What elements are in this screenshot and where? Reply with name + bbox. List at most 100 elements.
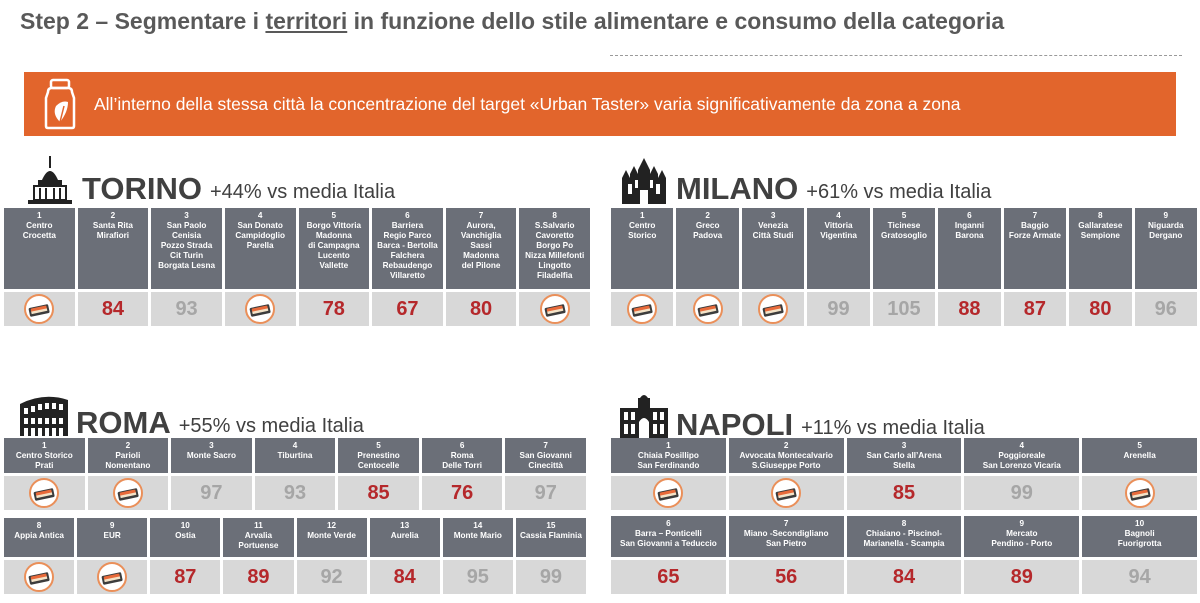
zone-label-line: Santa Rita bbox=[92, 221, 133, 230]
zone-target-badge bbox=[1082, 476, 1197, 510]
zone-number: 4 bbox=[836, 211, 841, 220]
zone-header: 7 San Giovanni Cinecittà bbox=[505, 438, 586, 473]
zone-label-line: San Giovanni bbox=[519, 451, 572, 460]
zone-target-badge bbox=[77, 560, 148, 594]
zone-label-line: Falchera bbox=[390, 251, 425, 260]
banner-text: All’interno della stessa città la concen… bbox=[94, 93, 961, 114]
zone-label-line: Niguarda bbox=[1148, 221, 1184, 230]
zone-label-line: Cavoretto bbox=[535, 231, 574, 240]
zone-label-line: Storico bbox=[628, 231, 657, 240]
roma-zone-table-row1: 1 Centro Storico Prati 2 Parioli Nomentano 3 Mo… bbox=[4, 438, 586, 510]
zone-cell: 5 Arenella bbox=[1082, 438, 1197, 510]
zone-number: 2 bbox=[705, 211, 710, 220]
zone-label-line: Barca - Bertolla bbox=[377, 241, 438, 250]
zone-label-line: Gallaratese bbox=[1078, 221, 1123, 230]
zone-target-badge bbox=[4, 560, 75, 594]
zone-header: 13 Aurelia bbox=[369, 518, 440, 557]
zone-header: 4 Vittoria Vigentina bbox=[807, 208, 870, 289]
zone-header: 3 San Carlo all’Arena Stella bbox=[846, 438, 962, 473]
zone-label-line: Inganni bbox=[954, 221, 984, 230]
zone-cell: 4 San Donato Campidoglio Parella bbox=[224, 208, 296, 326]
zone-index-value: 67 bbox=[372, 292, 443, 326]
zone-cell: 6 Roma Delle Torri 76 bbox=[421, 438, 503, 510]
city-delta: +11% vs media Italia bbox=[801, 417, 985, 439]
zone-index-value: 105 bbox=[872, 292, 936, 326]
zone-header: 7 Aurora, Vanchiglia Sassi Madonna del Pilone bbox=[445, 208, 517, 289]
mole-antonelliana-icon bbox=[28, 156, 72, 204]
zone-number: 9 bbox=[109, 521, 115, 530]
zone-label-line: Vallette bbox=[319, 261, 349, 270]
zone-label-line: Greco bbox=[695, 221, 720, 230]
zone-label-line: Gratosoglio bbox=[881, 231, 927, 240]
zone-number: 1 bbox=[37, 211, 42, 220]
zone-index-value: 93 bbox=[151, 292, 222, 326]
zone-label-line: Nomentano bbox=[105, 461, 151, 470]
zone-index-value: 84 bbox=[369, 560, 440, 594]
zone-number: 14 bbox=[473, 521, 483, 530]
zone-index-value: 85 bbox=[338, 476, 419, 510]
zone-label-line: Nizza Millefonti bbox=[525, 251, 585, 260]
city-delta: +55% vs media Italia bbox=[178, 415, 364, 437]
zone-label-line: Chiaiano - Piscinol- bbox=[866, 529, 942, 538]
zone-label-line: Ostia bbox=[175, 531, 196, 540]
zone-label-line: San Ferdinando bbox=[637, 461, 700, 470]
zone-cell: 3 San Paolo Cenisia Pozzo Strada Cit Turin Bo… bbox=[151, 208, 222, 326]
zone-header: 10 Ostia bbox=[150, 518, 221, 557]
zone-label-line: Regio Parco bbox=[383, 231, 432, 240]
zone-cell: 4 Tiburtina 93 bbox=[254, 438, 336, 510]
zone-header: 7 Baggio Forze Armate bbox=[1003, 208, 1067, 289]
urban-taster-food-icon bbox=[627, 294, 658, 324]
zone-label-line: Città Studi bbox=[752, 231, 794, 240]
zone-number: 13 bbox=[400, 521, 410, 530]
zone-number: 7 bbox=[783, 519, 789, 528]
zone-target-badge bbox=[4, 476, 85, 510]
zone-cell: 8 Gallaratese Sempione 80 bbox=[1069, 208, 1132, 326]
zone-index-value: 85 bbox=[846, 476, 962, 510]
zone-number: 11 bbox=[254, 521, 263, 530]
zone-index-value: 87 bbox=[1003, 292, 1067, 326]
zone-label-line: Sassi bbox=[470, 241, 492, 250]
zone-label-line: Borgata Lesna bbox=[158, 261, 215, 270]
napoli-zone-table-row1: 1 Chiaia Posillipo San Ferdinando 2 Avvocata… bbox=[611, 438, 1197, 510]
zone-header: 6 Barriera Regio Parco Barca - Bertolla Falc… bbox=[372, 208, 443, 289]
zone-cell: 2 Greco Padova bbox=[676, 208, 739, 326]
zone-header: 1 Centro Storico bbox=[611, 208, 674, 289]
city-name: NAPOLI bbox=[676, 407, 794, 442]
zone-label-line: EUR bbox=[103, 531, 121, 540]
zone-label-line: Villaretto bbox=[389, 271, 425, 280]
zone-header: 3 Venezia Città Studi bbox=[741, 208, 805, 289]
zone-label-line: Lucento bbox=[317, 251, 350, 260]
zone-label-line: del Pilone bbox=[461, 261, 501, 270]
zone-target-badge bbox=[611, 476, 726, 510]
zone-index-value: 99 bbox=[964, 476, 1080, 510]
zone-cell: 10 Ostia 87 bbox=[150, 518, 221, 594]
zone-header: 9 Mercato Pendino - Porto bbox=[964, 516, 1080, 557]
zone-label-line: Portuense bbox=[238, 541, 279, 550]
zone-label-line: Monte Verde bbox=[307, 531, 356, 540]
zone-cell: 7 Miano -Secondigliano San Pietro 56 bbox=[728, 516, 844, 594]
zone-cell: 9 Niguarda Dergano 96 bbox=[1134, 208, 1197, 326]
zone-label-line: Borgo Vittoria bbox=[306, 221, 362, 230]
zone-label-line: Appia Antica bbox=[14, 531, 64, 540]
zone-number: 10 bbox=[1135, 519, 1145, 528]
zone-number: 2 bbox=[110, 211, 116, 220]
zone-label-line: San Paolo bbox=[166, 221, 207, 230]
zone-index-value: 84 bbox=[77, 292, 149, 326]
zone-cell: 5 Prenestino Centocelle 85 bbox=[338, 438, 419, 510]
zone-target-badge bbox=[728, 476, 844, 510]
zone-header: 15 Cassia Flaminia bbox=[515, 518, 586, 557]
zone-label-line: Forze Armate bbox=[1008, 231, 1061, 240]
zone-cell: 1 Chiaia Posillipo San Ferdinando bbox=[611, 438, 726, 510]
zone-header: 2 Greco Padova bbox=[676, 208, 739, 289]
title-text: Step 2 – Segmentare i bbox=[20, 8, 266, 34]
zone-label-line: Cit Turin bbox=[170, 251, 204, 260]
zone-header: 1 Centro Crocetta bbox=[4, 208, 75, 289]
zone-cell: 8 Appia Antica bbox=[4, 518, 75, 594]
zone-label-line: Crocetta bbox=[22, 231, 56, 240]
zone-cell: 13 Aurelia 84 bbox=[369, 518, 440, 594]
zone-cell: 7 San Giovanni Cinecittà 97 bbox=[505, 438, 586, 510]
zone-cell: 9 EUR bbox=[77, 518, 148, 594]
zone-label-line: Aurora, bbox=[466, 221, 496, 230]
zone-index-value: 97 bbox=[171, 476, 252, 510]
milano-zone-table: 1 Centro Storico 2 Greco Padova 3 Venezia Città … bbox=[611, 208, 1197, 326]
